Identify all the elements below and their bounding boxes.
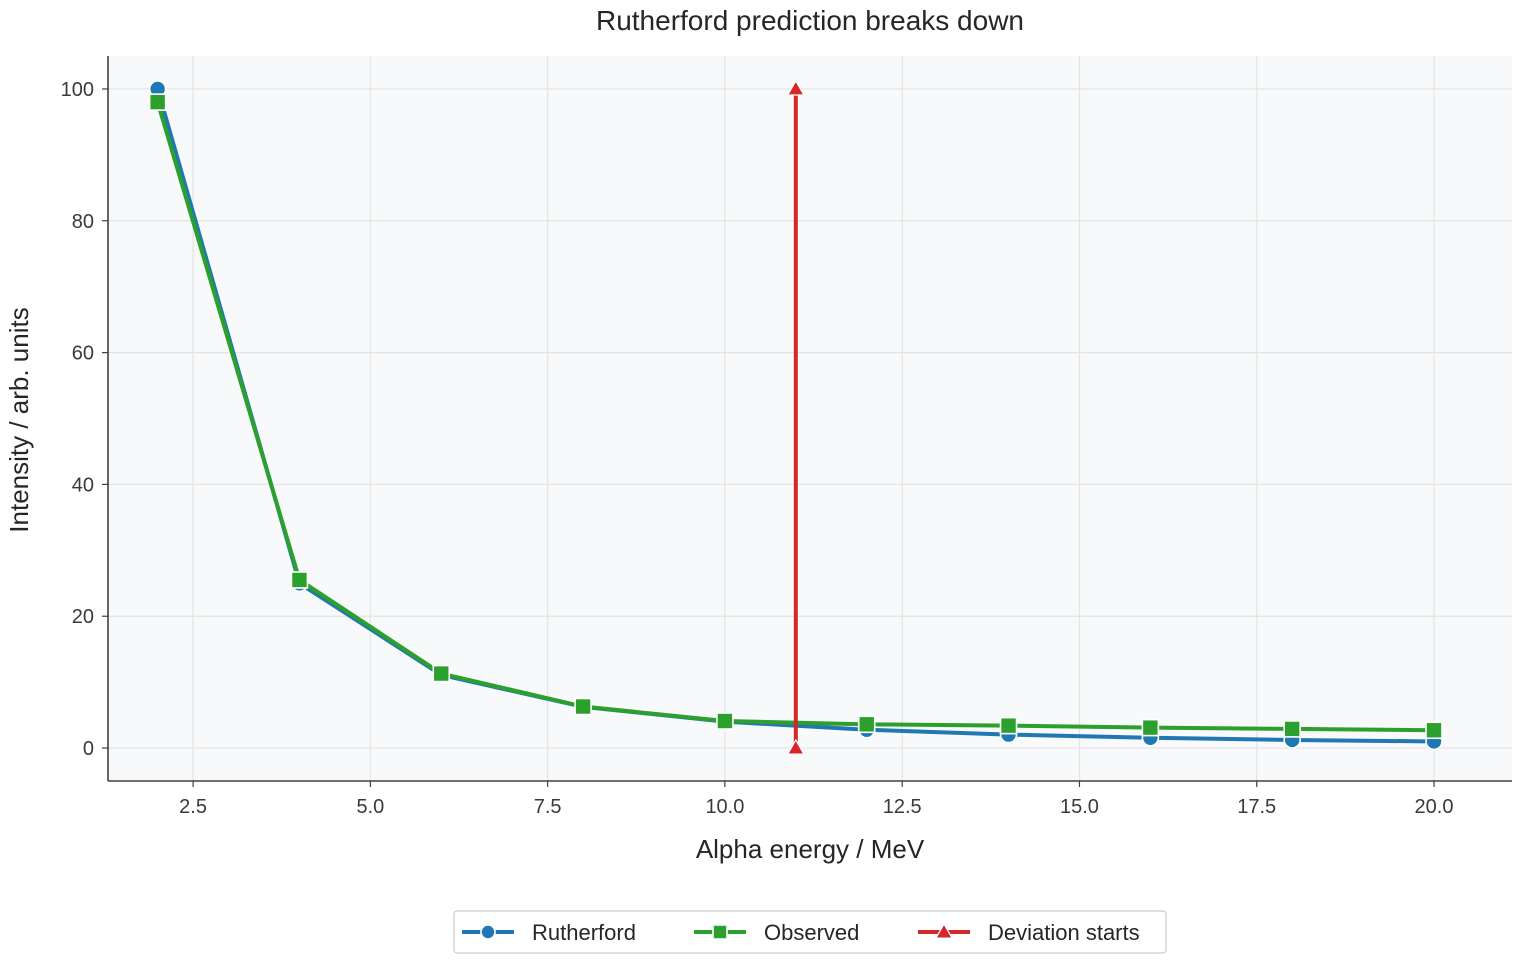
legend-swatch-marker: [934, 922, 954, 939]
legend-item: Deviation starts: [918, 920, 1140, 945]
data-point: [786, 738, 805, 755]
chart-title: Rutherford prediction breaks down: [596, 5, 1024, 36]
legend-label: Observed: [764, 920, 859, 945]
data-point: [290, 571, 309, 589]
axes: [107, 56, 1512, 782]
tick-labels: 2.5 5.0 7.5 10.0 12.5 15.0 17.5 20.0 0 20 40 60 80 10…: [61, 79, 1454, 818]
legend-item: Rutherford: [462, 920, 636, 945]
data-point: [432, 664, 451, 683]
x-tick-label: 17.5: [1237, 796, 1276, 818]
series-deviation-starts: [786, 79, 805, 755]
y-axis-label: Intensity / arb. units: [4, 307, 34, 532]
series: [148, 79, 1443, 755]
x-axis-label: Alpha energy / MeV: [696, 834, 925, 864]
y-tick-label: 80: [72, 211, 94, 233]
data-point: [1141, 718, 1160, 737]
legend-label: Rutherford: [532, 920, 636, 945]
x-tick-label: 12.5: [883, 796, 922, 818]
data-point: [786, 79, 805, 96]
legend-swatch-marker: [712, 924, 728, 940]
data-point: [857, 715, 876, 734]
x-tick-label: 10.0: [705, 796, 744, 818]
x-tick-label: 7.5: [534, 796, 562, 818]
y-tick-label: 60: [72, 343, 94, 365]
y-tick-label: 100: [61, 79, 94, 101]
legend-box: [453, 910, 1167, 954]
data-point: [574, 697, 592, 716]
x-tick-label: 20.0: [1415, 796, 1454, 818]
data-point: [148, 93, 167, 111]
data-point: [999, 716, 1018, 735]
y-tick-label: 0: [83, 738, 94, 760]
legend-label: Deviation starts: [988, 920, 1140, 945]
y-tick-label: 40: [72, 474, 94, 496]
x-tick-label: 2.5: [179, 796, 207, 818]
x-tick-label: 15.0: [1060, 796, 1099, 818]
x-tick-label: 5.0: [356, 796, 384, 818]
plot-area: [108, 56, 1512, 781]
data-point: [1425, 721, 1443, 740]
y-tick-label: 20: [72, 606, 94, 628]
grid: [108, 56, 1512, 781]
legend-swatch-marker: [480, 924, 496, 940]
legend: Rutherford Observed Deviation starts: [453, 910, 1167, 954]
data-point: [716, 712, 734, 730]
legend-item: Observed: [694, 920, 859, 945]
data-point: [1283, 720, 1301, 738]
